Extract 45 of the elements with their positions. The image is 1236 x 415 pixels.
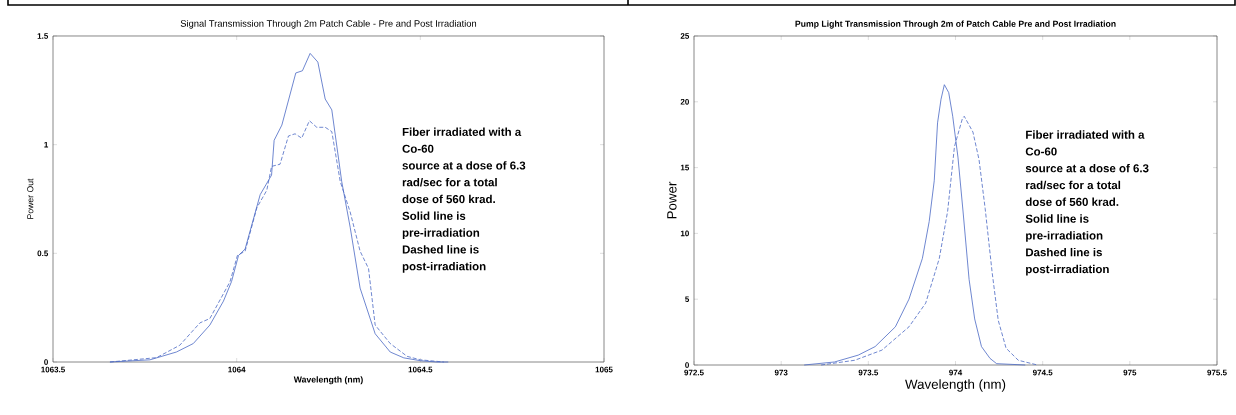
y-tick-label: 20 [680,98,689,105]
annotation: Solid line is [402,211,466,220]
annotation: rad/sec for a total [402,177,497,187]
x-tick-label: 1063.5 [41,366,66,373]
annotation: Dashed line is [402,245,479,254]
x-tick-label: 973 [774,369,788,376]
annotation: Co-60 [1025,147,1057,156]
y-tick-label: 15 [680,164,690,171]
annotation: source at a dose of 6.3 [1025,163,1149,173]
x-tick-label: 973.5 [858,369,879,376]
y-tick-label: 1.5 [37,33,49,39]
annotation: source at a dose of 6.3 [402,161,526,170]
chart-title: Signal Transmission Through 2m Patch Cable - Pre and Post Irradiation [180,19,477,29]
y-tick-label: 1 [44,141,49,148]
annotation: pre-irradiation [1026,231,1103,242]
x-axis-title: Wavelength (nm) [293,376,363,385]
x-tick-label: 1064 [228,366,246,373]
y-axis-title: Power Out [27,178,34,219]
x-axis-title: Wavelength (nm) [905,379,1006,392]
y-tick-label: 10 [680,230,689,237]
y-tick-label: 0.5 [37,250,49,257]
y-tick-label: 0 [685,362,689,368]
x-tick-label: 972.5 [684,369,704,376]
x-tick-label: 974 [949,369,963,376]
annotation: rad/sec for a total [1026,180,1121,190]
annotation: Co-60 [402,144,434,153]
chart-title: Pump Light Transmission Through 2m of Patch Cable Pre and Post Irradiation [795,20,1116,29]
annotation: Fiber irradiated with a [402,127,522,136]
x-tick-label: 975 [1123,369,1137,376]
annotation: Fiber irradiated with a [1026,130,1145,139]
annotation: post-irradiation [1026,264,1109,276]
x-tick-label: 974.5 [1032,369,1053,376]
y-tick-label: 0 [44,359,48,365]
annotation: pre-irradiation [402,228,480,240]
x-tick-label: 1065 [595,366,613,373]
y-axis-title: Power [667,181,677,219]
annotation: dose of 560 krad. [1025,197,1119,206]
y-tick-label: 5 [685,296,690,302]
annotation: dose of 560 krad. [402,194,495,204]
y-tick-label: 25 [680,33,690,39]
annotation: Dashed line is [1026,247,1102,257]
x-tick-label: 975.5 [1207,369,1227,376]
annotation: post-irradiation [402,261,486,273]
annotation: Solid line is [1025,214,1089,223]
x-tick-label: 1064.5 [408,366,433,373]
